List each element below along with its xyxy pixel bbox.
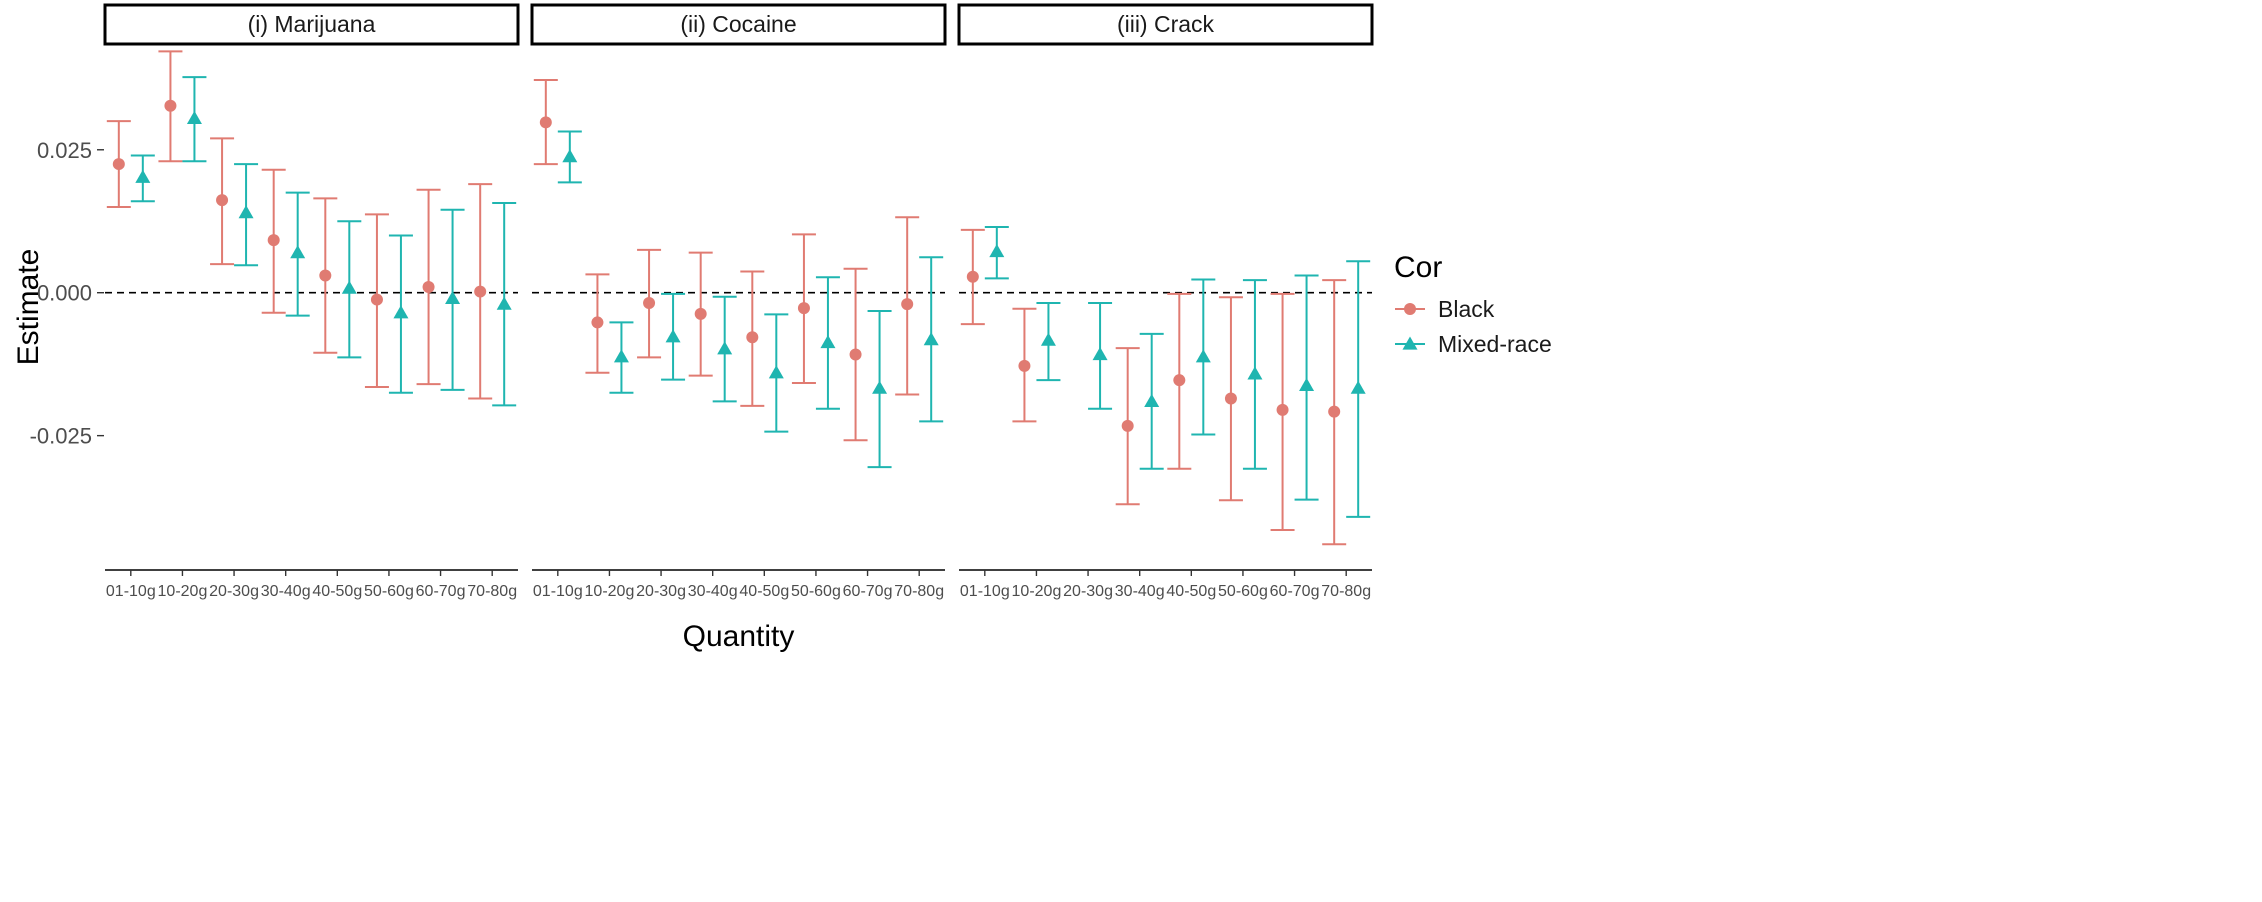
- point-mixed-race: [989, 244, 1005, 258]
- point-black: [216, 194, 229, 207]
- point-mixed-race: [1350, 380, 1366, 394]
- facet-strip: [103, 3, 520, 46]
- x-tick-label: 70-80g: [467, 583, 517, 600]
- point-mixed-race: [717, 341, 733, 355]
- facet-panel: (i) Marijuana 01-10g 10-20g 20-30g 30-40g 40-…: [103, 3, 520, 600]
- point-black: [319, 269, 332, 282]
- point-mixed-race: [341, 280, 357, 294]
- x-tick-label: 50-60g: [791, 583, 841, 600]
- point-mixed-race: [923, 332, 939, 346]
- point-mixed-race: [1195, 349, 1211, 363]
- y-axis-title: Estimate: [12, 249, 45, 366]
- point-black: [1121, 419, 1134, 432]
- point-mixed-race: [290, 245, 306, 259]
- x-tick-label: 40-50g: [1166, 583, 1216, 600]
- point-mixed-race: [613, 349, 629, 363]
- point-black: [966, 270, 979, 283]
- point-mixed-race: [186, 110, 202, 124]
- facet-strip: [957, 3, 1374, 46]
- point-mixed-race: [665, 329, 681, 343]
- point-mixed-race: [768, 365, 784, 379]
- legend-label: Mixed-race: [1438, 331, 1552, 357]
- x-tick-label: 40-50g: [312, 583, 362, 600]
- point-mixed-race: [562, 149, 578, 163]
- point-mixed-race: [872, 380, 888, 394]
- point-black: [1328, 405, 1341, 418]
- point-black: [422, 280, 435, 293]
- point-black: [539, 116, 552, 129]
- y-tick-label: 0.025: [37, 138, 92, 163]
- x-tick-label: 30-40g: [688, 583, 738, 600]
- point-mixed-race: [1092, 346, 1108, 361]
- y-tick-label: -0.025: [30, 424, 92, 449]
- y-tick-label: 0.000: [37, 281, 92, 306]
- point-black: [164, 99, 177, 112]
- point-black: [267, 234, 280, 247]
- x-tick-label: 10-20g: [158, 583, 208, 600]
- legend: Cor Black Mixed-race: [1394, 251, 1552, 357]
- legend-label: Black: [1438, 296, 1495, 322]
- point-mixed-race: [238, 205, 254, 219]
- x-tick-label: 50-60g: [1218, 583, 1268, 600]
- point-mixed-race: [1144, 393, 1160, 407]
- point-black: [1224, 392, 1237, 405]
- facet-panel: (ii) Cocaine 01-10g 10-20g 20-30g 30-40g 40-5…: [530, 3, 947, 600]
- point-black: [1018, 359, 1031, 372]
- x-axis-title: Quantity: [683, 620, 795, 653]
- x-tick-label: 10-20g: [1012, 583, 1062, 600]
- x-tick-label: 70-80g: [1321, 583, 1371, 600]
- point-mixed-race: [496, 296, 512, 310]
- point-black: [474, 285, 487, 298]
- y-axis: -0.025 0.000 0.025: [30, 138, 104, 449]
- point-black: [797, 302, 810, 315]
- legend-key-triangle: [1402, 336, 1418, 350]
- legend-key-circle: [1404, 303, 1416, 315]
- x-tick-label: 20-30g: [209, 583, 259, 600]
- point-black: [643, 296, 656, 309]
- x-tick-label: 20-30g: [636, 583, 686, 600]
- x-tick-label: 30-40g: [261, 583, 311, 600]
- point-black: [849, 348, 862, 361]
- x-tick-label: 01-10g: [960, 583, 1010, 600]
- point-black: [112, 158, 125, 171]
- x-tick-label: 40-50g: [739, 583, 789, 600]
- facet-title: (iii) Crack: [1117, 11, 1215, 37]
- legend-title: Cor: [1394, 251, 1442, 284]
- x-tick-label: 01-10g: [533, 583, 583, 600]
- x-tick-label: 20-30g: [1063, 583, 1113, 600]
- point-mixed-race: [135, 169, 151, 183]
- point-black: [901, 298, 914, 311]
- x-tick-label: 50-60g: [364, 583, 414, 600]
- point-black: [694, 307, 707, 320]
- point-mixed-race: [393, 305, 409, 319]
- point-black: [591, 316, 604, 329]
- x-tick-label: 60-70g: [843, 583, 893, 600]
- x-tick-label: 30-40g: [1115, 583, 1165, 600]
- point-mixed-race: [820, 334, 836, 349]
- x-tick-label: 60-70g: [1270, 583, 1320, 600]
- x-tick-label: 70-80g: [894, 583, 944, 600]
- point-black: [1173, 374, 1186, 387]
- facet-title: (ii) Cocaine: [680, 11, 796, 37]
- point-black: [370, 293, 383, 306]
- facet-panel: (iii) Crack 01-10g 10-20g 20-30g 30-40g 40-50…: [957, 3, 1374, 600]
- point-mixed-race: [445, 290, 461, 305]
- point-mixed-race: [1040, 332, 1056, 346]
- facet-strip: [530, 3, 947, 46]
- point-black: [1276, 403, 1289, 416]
- point-mixed-race: [1299, 377, 1315, 391]
- x-tick-label: 01-10g: [106, 583, 156, 600]
- point-black: [746, 331, 759, 344]
- point-mixed-race: [1247, 366, 1263, 380]
- x-tick-label: 60-70g: [416, 583, 466, 600]
- x-tick-label: 10-20g: [585, 583, 635, 600]
- facet-title: (i) Marijuana: [248, 11, 376, 37]
